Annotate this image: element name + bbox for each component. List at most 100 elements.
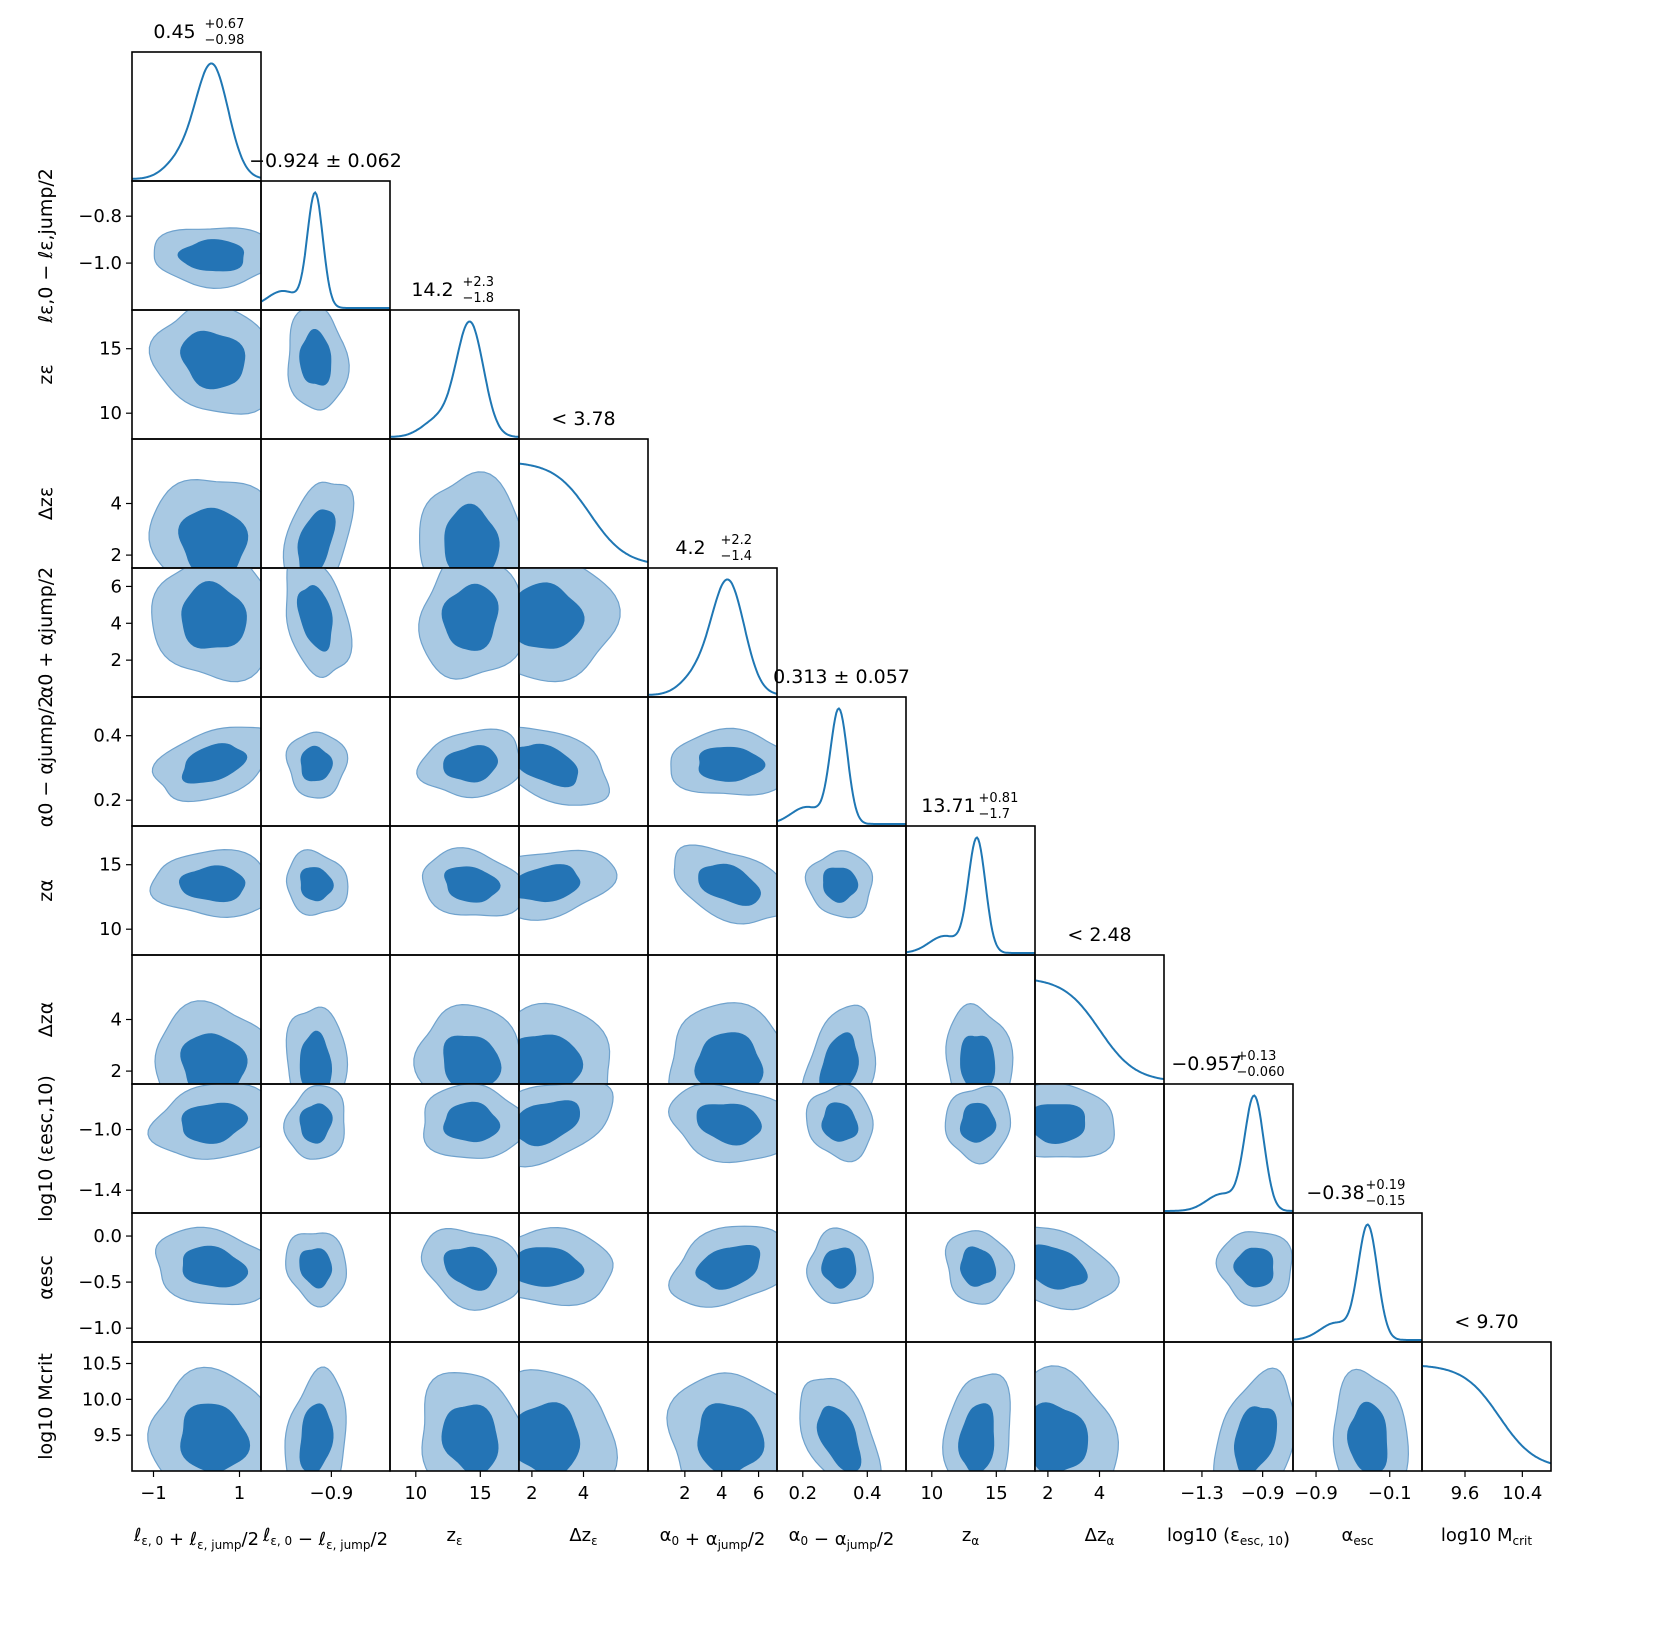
contour-inner-aesc-dzeps <box>519 1247 585 1287</box>
xlabel-zalpha: zα <box>962 1525 979 1548</box>
panel-logesc-logesc <box>1163 1083 1294 1214</box>
title-main-dzeps: < 3.78 <box>551 408 615 430</box>
panel-dzalpha-l0p: 24 <box>111 954 262 1085</box>
panel-frame <box>1292 1212 1423 1343</box>
xtick-label-zalpha-1: 15 <box>985 1483 1008 1504</box>
marginal-curve-dzeps <box>519 462 648 563</box>
panel-aesc-l0m <box>260 1212 391 1343</box>
panel-zalpha-zeps <box>389 825 520 956</box>
panel-a0m-a0m <box>776 696 907 827</box>
contour-inner-zeps-l0m <box>299 329 332 386</box>
panel-dzalpha-a0p <box>647 954 778 1085</box>
panel-mcrit-mcrit: 9.6 10.4 <box>1421 1341 1552 1504</box>
panel-dzeps-zeps <box>389 438 520 569</box>
panel-l0m-l0p: −0.8 −1.0 <box>78 180 262 311</box>
contour-inner-mcrit-l0m <box>299 1403 334 1471</box>
contour-inner-logesc-zeps <box>443 1101 501 1143</box>
contour-inner-zalpha-a0p <box>698 863 761 906</box>
xtick-label-zeps-1: 15 <box>469 1483 492 1504</box>
xtick-label-mcrit-1: 10.4 <box>1502 1483 1542 1504</box>
contour-inner-a0p-l0m <box>296 584 333 652</box>
contour-inner-mcrit-dzalpha <box>1035 1402 1089 1471</box>
title-dn-logesc: −0.060 <box>1237 1065 1285 1080</box>
title-l0p: 0.45 +0.67−0.98 <box>153 17 244 48</box>
panel-logesc-l0m <box>260 1083 391 1214</box>
title-dzeps: < 3.78 <box>551 408 615 430</box>
ytick-label-mcrit-0: 10.5 <box>82 1354 122 1375</box>
contour-inner-zalpha-a0m <box>823 867 859 903</box>
panel-logesc-l0p: −1.0 −1.4 <box>78 1083 262 1214</box>
title-main-logesc: −0.957 <box>1171 1053 1241 1075</box>
contour-inner-a0p-l0p <box>181 580 247 649</box>
panel-aesc-l0p: 0.0 −0.5 −1.0 <box>78 1212 262 1343</box>
contour-inner-logesc-l0p <box>181 1102 249 1144</box>
svg-text:log10 (εesc, 10): log10 (εesc, 10) <box>1167 1525 1290 1550</box>
contour-inner-aesc-a0p <box>695 1245 761 1290</box>
svg-text:log10 Mcrit: log10 Mcrit <box>1441 1525 1532 1548</box>
panel-mcrit-l0m: −0.9 <box>260 1341 391 1504</box>
contour-inner-dzalpha-dzeps <box>519 1034 584 1084</box>
ytick-label-a0p-1: 4 <box>111 613 122 634</box>
contour-inner-l0m-l0p <box>177 239 245 272</box>
contour-inner-aesc-zalpha <box>959 1246 997 1287</box>
ytick-label-aesc-0: 0.0 <box>93 1226 122 1247</box>
contour-inner-logesc-dzeps <box>519 1100 580 1147</box>
ytick-label-zalpha-1: 15 <box>99 855 122 876</box>
contour-inner-logesc-a0p <box>696 1103 762 1146</box>
panel-aesc-zalpha <box>905 1212 1036 1343</box>
xtick-label-a0m-0: 0.2 <box>788 1483 817 1504</box>
contour-inner-zeps-l0p <box>180 330 246 390</box>
ytick-label-zeps-1: 15 <box>99 339 122 360</box>
panel-aesc-aesc <box>1292 1212 1423 1343</box>
ylabel-zalpha: zα <box>35 879 57 902</box>
xlabel-a0m: α0 − αjump/2 <box>789 1525 895 1552</box>
panel-dzalpha-dzalpha <box>1034 954 1165 1085</box>
marginal-curve-dzalpha <box>1035 979 1164 1081</box>
contour-inner-logesc-zalpha <box>959 1102 997 1143</box>
xtick-label-zeps-0: 10 <box>404 1483 427 1504</box>
panel-zeps-l0p: 10 15 <box>99 309 262 440</box>
xlabel-aesc: αesc <box>1341 1525 1373 1548</box>
panel-a0m-a0p <box>647 696 778 827</box>
svg-text:Δzε: Δzε <box>569 1525 597 1548</box>
marginal-curve-zeps <box>390 320 519 438</box>
title-main-l0m: −0.924 ± 0.062 <box>249 150 402 172</box>
xtick-label-logesc-1: −0.9 <box>1241 1483 1285 1504</box>
svg-text:α0 − αjump/2: α0 − αjump/2 <box>789 1525 895 1552</box>
panel-mcrit-aesc: −0.9 −0.1 <box>1292 1341 1423 1504</box>
contour-inner-dzalpha-zeps <box>443 1035 502 1084</box>
panel-dzalpha-l0m <box>260 954 391 1085</box>
xtick-label-l0m-0: −0.9 <box>310 1483 354 1504</box>
xtick-label-dzalpha-1: 4 <box>1094 1483 1105 1504</box>
ytick-label-dzalpha-1: 4 <box>111 1010 122 1031</box>
panel-mcrit-a0p: 2 4 6 <box>647 1341 778 1504</box>
panel-logesc-zalpha <box>905 1083 1036 1214</box>
title-main-zeps: 14.2 <box>411 279 453 301</box>
xlabel-dzeps: Δzε <box>569 1525 597 1548</box>
title-dn-zeps: −1.8 <box>463 291 495 306</box>
contour-inner-zalpha-dzeps <box>519 864 581 903</box>
title-main-mcrit: < 9.70 <box>1454 1311 1518 1333</box>
contour-inner-a0p-dzeps <box>519 582 585 649</box>
panel-a0p-l0p: 2 4 6 <box>111 567 262 698</box>
contour-inner-aesc-logesc <box>1233 1247 1274 1288</box>
ytick-label-zalpha-0: 10 <box>99 919 122 940</box>
contour-inner-mcrit-zalpha <box>958 1403 995 1471</box>
xtick-label-a0m-1: 0.4 <box>853 1483 882 1504</box>
panel-mcrit-l0p: 10.5 10.0 9.5 −1 1 <box>82 1341 262 1504</box>
contour-inner-a0p-zeps <box>441 583 499 651</box>
contour-inner-logesc-a0m <box>821 1102 859 1142</box>
svg-text:α0 + αjump/2: α0 + αjump/2 <box>660 1525 766 1552</box>
panel-frame <box>1034 954 1165 1085</box>
ylabel-logesc: log10 (εesc,10) <box>35 1075 57 1222</box>
panel-aesc-dzalpha <box>1034 1212 1165 1343</box>
title-main-a0p: 4.2 <box>675 537 705 559</box>
svg-text:Δzα: Δzα <box>1085 1525 1115 1548</box>
panel-aesc-zeps <box>389 1212 520 1343</box>
xtick-label-logesc-0: −1.3 <box>1180 1483 1224 1504</box>
title-logesc: −0.957+0.13−0.060 <box>1171 1049 1284 1080</box>
contour-inner-dzalpha-a0m <box>819 1032 859 1084</box>
ytick-label-mcrit-1: 10.0 <box>82 1389 122 1410</box>
